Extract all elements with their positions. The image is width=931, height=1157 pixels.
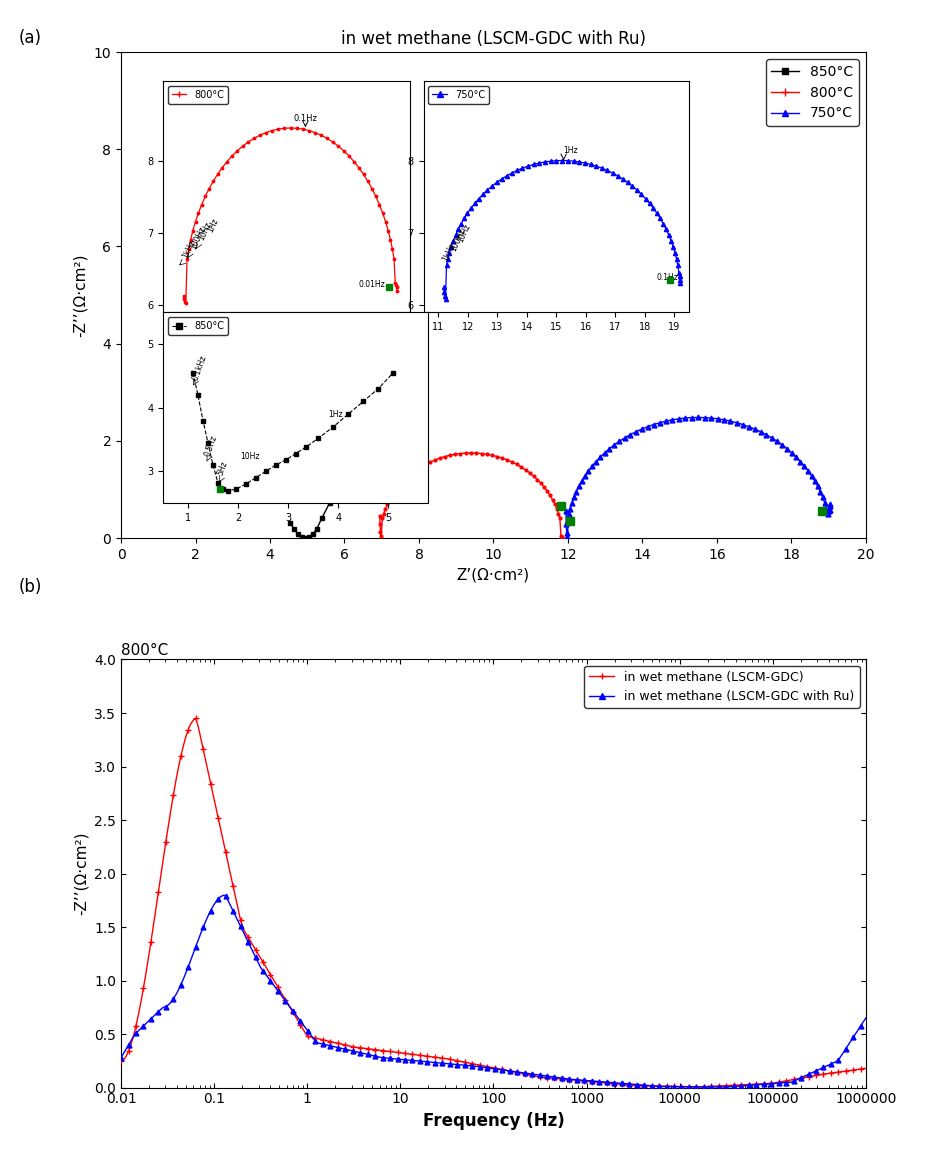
Y-axis label: -Z’’(Ω·cm²): -Z’’(Ω·cm²) xyxy=(74,832,88,915)
in wet methane (LSCM-GDC) xyxy=(833,1066,844,1079)
Text: 1Hz: 1Hz xyxy=(339,481,358,492)
in wet methane (LSCM-GDC) xyxy=(115,1054,127,1068)
Text: 0.5Hz: 0.5Hz xyxy=(203,434,219,457)
Text: 100Hz: 100Hz xyxy=(449,227,467,253)
in wet methane (LSCM-GDC with Ru) xyxy=(265,974,277,988)
Text: 1Hz: 1Hz xyxy=(328,411,343,419)
in wet methane (LSCM-GDC with Ru) xyxy=(295,1014,306,1027)
Legend: 850°C, 800°C, 750°C: 850°C, 800°C, 750°C xyxy=(766,59,859,126)
X-axis label: Frequency (Hz): Frequency (Hz) xyxy=(423,1112,564,1130)
Text: 0.01Hz: 0.01Hz xyxy=(358,280,385,289)
Text: (a): (a) xyxy=(19,29,42,47)
Text: 10Hz: 10Hz xyxy=(197,220,213,242)
in wet methane (LSCM-GDC with Ru) xyxy=(721,1081,732,1095)
Text: 1Hz: 1Hz xyxy=(563,146,578,155)
Line: in wet methane (LSCM-GDC with Ru): in wet methane (LSCM-GDC with Ru) xyxy=(118,893,863,1090)
Text: 100Hz: 100Hz xyxy=(188,224,207,251)
in wet methane (LSCM-GDC) xyxy=(190,712,201,725)
Legend: 850°C: 850°C xyxy=(168,317,228,336)
Text: (b): (b) xyxy=(19,578,42,597)
Text: 10Hz: 10Hz xyxy=(240,451,260,460)
Title: in wet methane (LSCM-GDC with Ru): in wet methane (LSCM-GDC with Ru) xyxy=(341,30,646,47)
in wet methane (LSCM-GDC) xyxy=(504,1064,515,1078)
in wet methane (LSCM-GDC with Ru) xyxy=(810,1064,821,1078)
Text: 10Hz: 10Hz xyxy=(456,222,472,244)
Text: 1kHz: 1kHz xyxy=(181,239,197,260)
Legend: in wet methane (LSCM-GDC), in wet methane (LSCM-GDC with Ru): in wet methane (LSCM-GDC), in wet methan… xyxy=(585,665,859,708)
Text: 1Hz: 1Hz xyxy=(206,218,220,234)
in wet methane (LSCM-GDC with Ru) xyxy=(220,889,231,902)
Y-axis label: -Z’’(Ω·cm²): -Z’’(Ω·cm²) xyxy=(74,253,88,337)
Text: 1kHz: 1kHz xyxy=(441,242,457,263)
X-axis label: Z’(Ω·cm²): Z’(Ω·cm²) xyxy=(457,567,530,582)
in wet methane (LSCM-GDC) xyxy=(810,1068,821,1082)
in wet methane (LSCM-GDC with Ru) xyxy=(115,1051,127,1064)
Text: 800°C: 800°C xyxy=(121,643,169,658)
Text: 5Hz: 5Hz xyxy=(215,459,229,477)
in wet methane (LSCM-GDC with Ru) xyxy=(504,1064,515,1078)
Text: 0.1Hz: 0.1Hz xyxy=(656,273,679,282)
Text: 0.1Hz: 0.1Hz xyxy=(293,113,317,123)
Line: in wet methane (LSCM-GDC): in wet methane (LSCM-GDC) xyxy=(118,716,864,1090)
in wet methane (LSCM-GDC) xyxy=(564,1073,575,1086)
Legend: 800°C: 800°C xyxy=(168,86,228,104)
in wet methane (LSCM-GDC) xyxy=(265,967,277,981)
Text: 0.1kHz: 0.1kHz xyxy=(191,353,208,381)
in wet methane (LSCM-GDC with Ru) xyxy=(833,1053,844,1067)
in wet methane (LSCM-GDC) xyxy=(691,1079,702,1093)
in wet methane (LSCM-GDC with Ru) xyxy=(564,1073,575,1086)
in wet methane (LSCM-GDC with Ru) xyxy=(856,1018,867,1032)
Text: 0.1Hz: 0.1Hz xyxy=(376,426,404,435)
in wet methane (LSCM-GDC) xyxy=(295,1018,306,1032)
in wet methane (LSCM-GDC) xyxy=(856,1062,867,1076)
Legend: 750°C: 750°C xyxy=(428,86,489,104)
